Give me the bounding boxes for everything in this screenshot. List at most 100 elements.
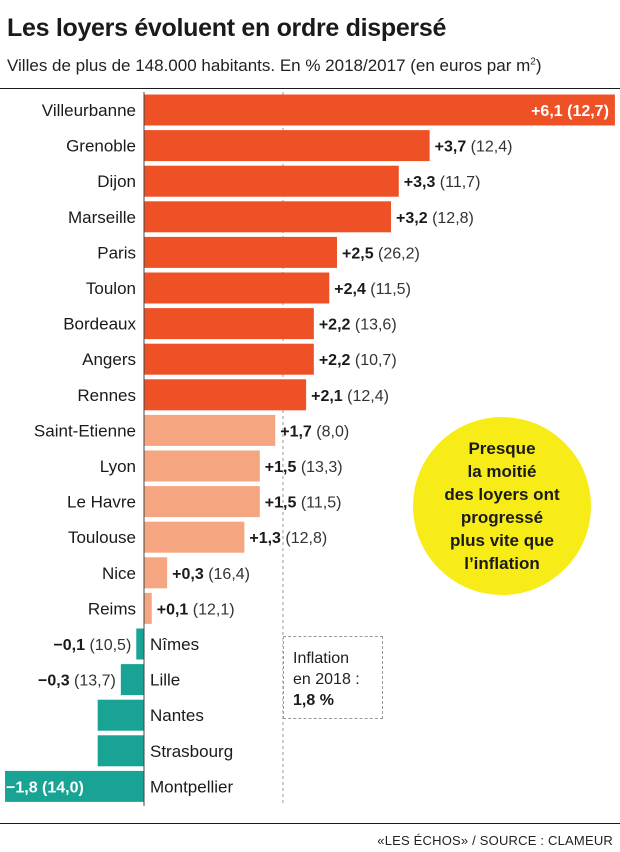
rent-label-4: (26,2) [378,245,420,262]
bar-9 [144,414,276,446]
rent-label-13: (16,4) [208,566,250,583]
value-main-19: −1,8 [6,779,42,796]
bar-16 [120,664,144,696]
value-main-0: +6,1 [531,103,567,120]
value-main-5: +2,4 [334,281,370,298]
category-label-12: Toulouse [68,528,136,547]
value-main-9: +1,7 [280,423,316,440]
value-main-17: −0,6 [6,708,42,725]
category-label-9: Saint-Etienne [34,421,136,440]
category-label-3: Marseille [68,208,136,227]
rent-label-6: (13,6) [355,317,397,334]
value-label-0: +6,1 (12,7) [531,103,609,120]
category-label-7: Angers [82,350,136,369]
value-label-15: −0,1 (10,5) [53,637,131,654]
value-label-13: +0,3 (16,4) [172,566,250,583]
value-label-10: +1,5 (13,3) [265,459,343,476]
top-rule [0,88,620,89]
category-label-16: Lille [150,671,180,690]
value-main-7: +2,2 [319,352,355,369]
chart-subtitle: Villes de plus de 148.000 habitants. En … [7,56,542,76]
inflation-note-label: Inflation en 2018 : [293,650,360,688]
annotation-bubble: Presque la moitié des loyers ont progres… [413,417,591,595]
annotation-bubble-text: Presque la moitié des loyers ont progres… [444,439,560,573]
value-label-14: +0,1 (12,1) [157,601,235,618]
value-main-15: −0,1 [53,637,89,654]
category-label-13: Nice [102,564,136,583]
category-label-6: Bordeaux [63,315,136,334]
bar-19 [5,770,145,802]
value-label-17: −0,6 (12,3) [6,708,84,725]
rent-label-17: (12,3) [42,708,84,725]
rent-label-14: (12,1) [193,601,235,618]
bar-7 [144,343,314,375]
subtitle-text: Villes de plus de 148.000 habitants. En … [7,56,531,75]
chart-title: Les loyers évoluent en ordre dispersé [7,14,447,42]
bar-18 [97,735,144,767]
inflation-note: Inflation en 2018 : 1,8 % [283,636,383,719]
value-main-6: +2,2 [319,317,355,334]
category-label-4: Paris [97,243,136,262]
bar-4 [144,236,337,268]
bar-15 [136,628,144,660]
inflation-note-value: 1,8 % [293,692,334,709]
value-label-5: +2,4 (11,5) [334,281,411,298]
rent-label-9: (8,0) [316,423,349,440]
value-main-18: −0,6 [6,744,42,761]
rent-label-3: (12,8) [432,210,474,227]
rent-label-16: (13,7) [74,673,116,690]
rent-label-15: (10,5) [89,637,131,654]
rent-label-2: (11,7) [440,174,481,191]
value-main-10: +1,5 [265,459,301,476]
bar-10 [144,450,260,482]
subtitle-end: ) [535,56,542,75]
bar-5 [144,272,330,304]
value-main-8: +2,1 [311,388,347,405]
category-label-0: Villeurbanne [42,101,136,120]
rent-label-5: (11,5) [370,281,411,298]
category-label-10: Lyon [100,457,136,476]
bar-3 [144,201,392,233]
value-main-3: +3,2 [396,210,432,227]
bar-17 [97,699,144,731]
value-label-16: −0,3 (13,7) [38,673,116,690]
category-label-19: Montpellier [150,777,233,796]
value-label-18: −0,6 (12,5) [6,744,84,761]
rent-label-19: (14,0) [42,779,84,796]
rent-label-1: (12,4) [471,139,513,156]
rent-label-8: (12,4) [347,388,389,405]
value-label-19: −1,8 (14,0) [6,779,84,796]
bar-6 [144,308,314,340]
bar-14 [144,592,152,624]
category-label-15: Nîmes [150,635,199,654]
source-credit: «LES ÉCHOS» / SOURCE : CLAMEUR [377,833,613,848]
rent-label-0: (12,7) [567,103,609,120]
value-main-16: −0,3 [38,673,74,690]
bar-2 [144,165,399,197]
bar-13 [144,557,168,589]
bar-8 [144,379,307,411]
value-label-11: +1,5 (11,5) [265,495,342,512]
category-label-14: Reims [88,599,136,618]
bar-1 [144,130,430,162]
value-main-12: +1,3 [249,530,285,547]
rent-label-11: (11,5) [301,495,342,512]
value-main-4: +2,5 [342,245,378,262]
bar-11 [144,486,260,518]
rent-label-12: (12,8) [285,530,327,547]
category-label-17: Nantes [150,706,204,725]
category-label-1: Grenoble [66,137,136,156]
category-label-2: Dijon [97,172,136,191]
rent-label-10: (13,3) [301,459,343,476]
value-label-7: +2,2 (10,7) [319,352,397,369]
rent-label-7: (10,7) [355,352,397,369]
value-label-2: +3,3 (11,7) [404,174,481,191]
value-main-11: +1,5 [265,495,301,512]
value-label-8: +2,1 (12,4) [311,388,389,405]
category-label-5: Toulon [86,279,136,298]
value-label-3: +3,2 (12,8) [396,210,474,227]
value-main-13: +0,3 [172,566,208,583]
value-label-4: +2,5 (26,2) [342,245,420,262]
rent-label-18: (12,5) [42,744,84,761]
